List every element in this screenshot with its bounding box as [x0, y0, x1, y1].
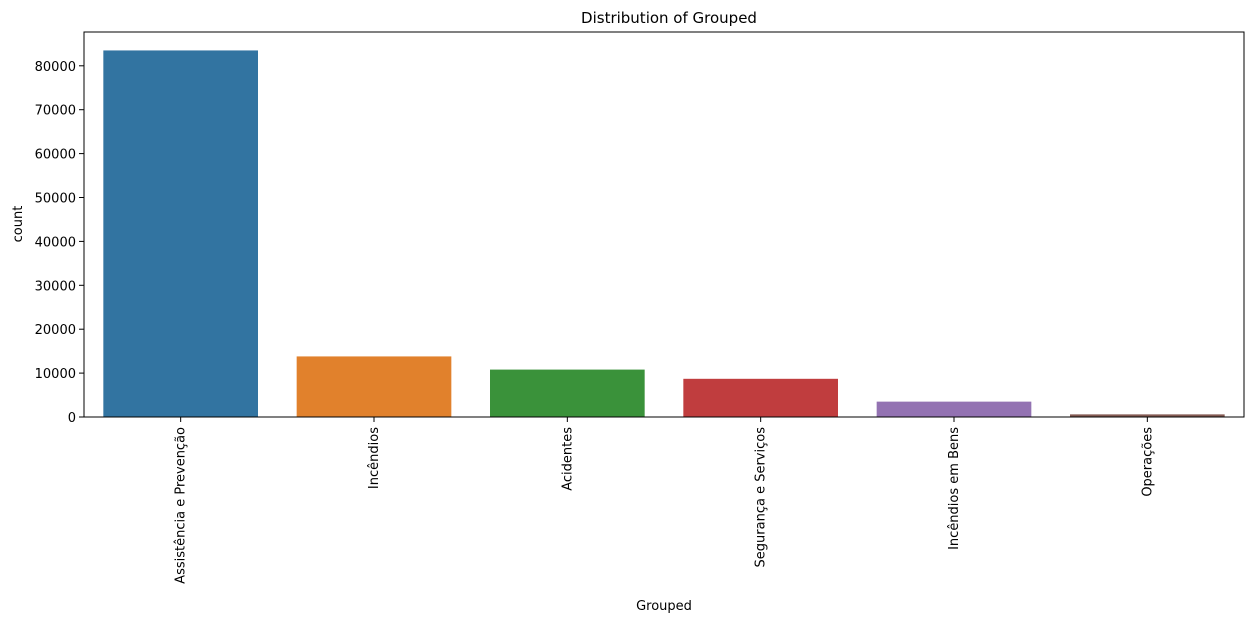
y-tick-label: 10000 — [35, 367, 76, 382]
y-tick-label: 30000 — [35, 279, 76, 294]
y-tick-label: 80000 — [35, 60, 76, 75]
x-axis-label: Grouped — [636, 599, 692, 614]
x-tick-label: Segurança e Serviços — [754, 427, 769, 568]
bar — [876, 401, 1032, 417]
x-axis-ticks: Assistência e Prevenção Incêndios Acidente… — [174, 417, 1155, 584]
y-axis-label: count — [11, 206, 26, 243]
bar — [296, 356, 452, 417]
x-tick-label: Operações — [1140, 427, 1155, 497]
y-tick-label: 70000 — [35, 104, 76, 119]
y-tick-label: 20000 — [35, 323, 76, 338]
bar — [683, 378, 838, 417]
y-tick-label: 40000 — [35, 235, 76, 250]
y-axis-ticks: 0 10000 20000 30000 40000 50000 60000 70000 8000… — [35, 60, 84, 426]
y-tick-label: 50000 — [35, 192, 76, 207]
plot-frame — [83, 31, 1245, 418]
bars-group — [103, 50, 1225, 417]
chart-title: Distribution of Grouped — [581, 9, 757, 27]
x-tick-label: Acidentes — [560, 427, 575, 491]
y-tick-label: 0 — [68, 411, 76, 426]
bar — [490, 369, 645, 417]
y-tick-label: 60000 — [35, 148, 76, 163]
x-tick-label: Incêndios — [367, 427, 382, 489]
bar — [1070, 414, 1225, 417]
x-tick-label: Assistência e Prevenção — [174, 427, 189, 584]
bar — [103, 50, 258, 417]
x-tick-label: Incêndios em Bens — [947, 427, 962, 550]
